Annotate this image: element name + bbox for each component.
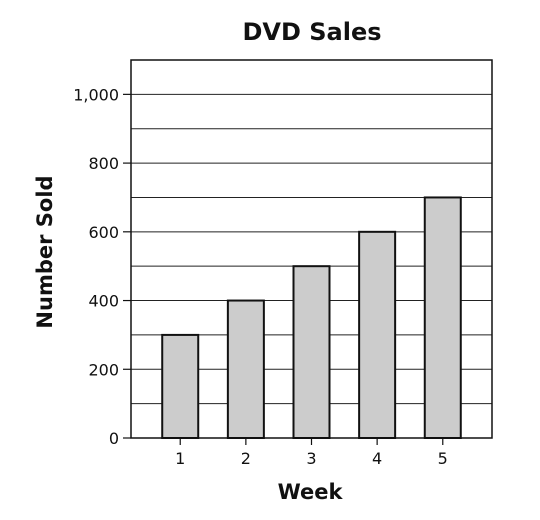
y-tick-label: 200 xyxy=(88,360,119,379)
plot-frame xyxy=(130,59,493,439)
y-tick-label: 1,000 xyxy=(73,85,119,104)
bar-week-1 xyxy=(161,333,200,439)
bar-week-4 xyxy=(358,230,397,439)
y-tick-label: 0 xyxy=(109,429,119,448)
x-tick-label: 4 xyxy=(372,449,382,468)
y-tick-label: 400 xyxy=(88,292,119,311)
x-tick-label: 3 xyxy=(306,449,316,468)
x-tick-label: 5 xyxy=(438,449,448,468)
bar-week-2 xyxy=(226,299,265,439)
x-ticks: 1 2 3 4 5 xyxy=(175,438,448,468)
y-tick-label: 600 xyxy=(88,223,119,242)
bars xyxy=(161,196,462,439)
y-axis-label: Number Sold xyxy=(33,175,57,328)
y-ticks: 0 200 400 600 800 1,000 xyxy=(73,85,131,448)
x-tick-label: 2 xyxy=(241,449,251,468)
y-tick-label: 800 xyxy=(88,154,119,173)
x-tick-label: 1 xyxy=(175,449,185,468)
x-axis-label: Week xyxy=(278,480,344,504)
bar-week-5 xyxy=(423,196,462,439)
chart-title: DVD Sales xyxy=(242,18,381,46)
bar-week-3 xyxy=(292,265,331,439)
